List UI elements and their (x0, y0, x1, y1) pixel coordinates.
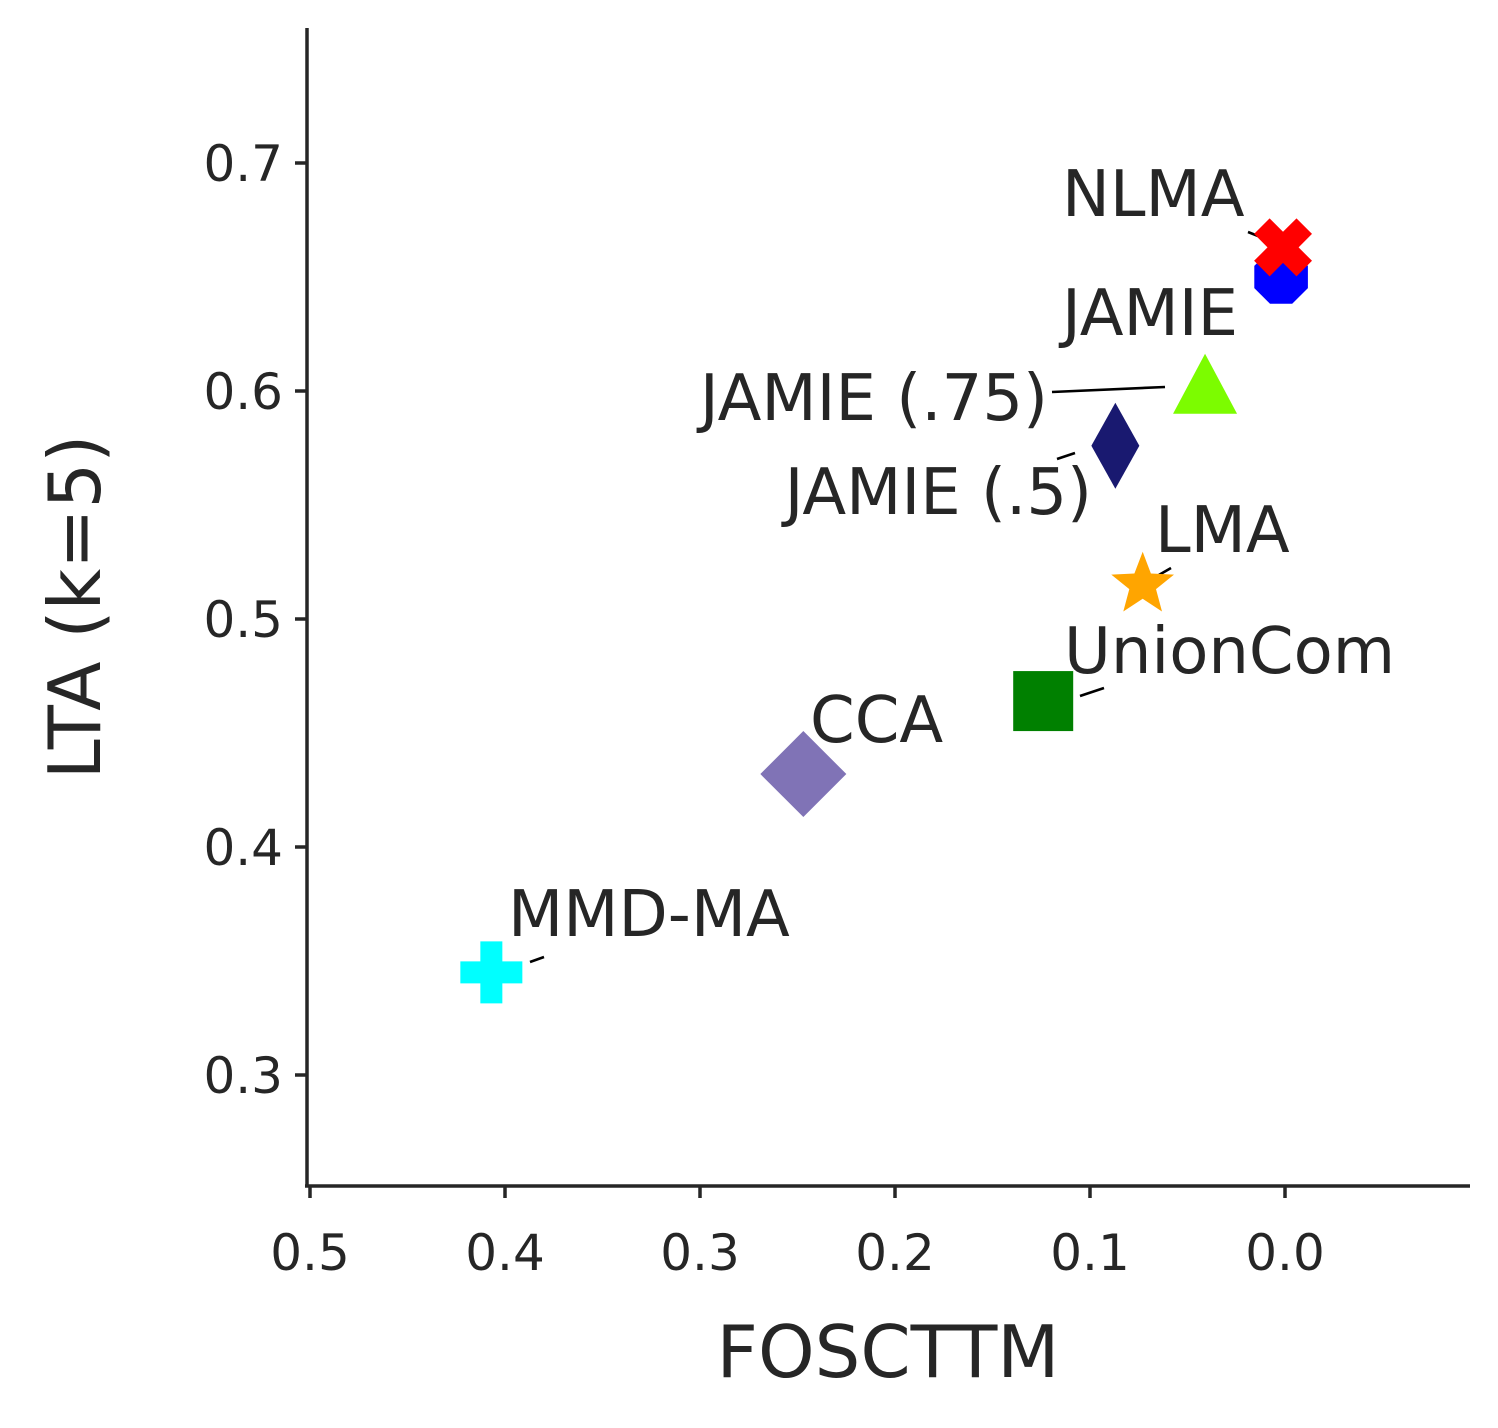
point-lma-label: LMA (1155, 494, 1290, 568)
point-nlma-marker (1254, 218, 1312, 277)
y-tick-label: 0.7 (203, 135, 283, 193)
y-ticks: 0.3 0.4 0.5 0.6 0.7 (203, 135, 307, 1105)
x-axis-label: FOSCTTM (717, 1310, 1060, 1394)
point-unioncom-marker (1013, 671, 1074, 732)
point-cca-marker (760, 731, 847, 818)
point-lma-marker (1111, 551, 1174, 612)
y-tick-label: 0.5 (203, 591, 283, 649)
y-tick-label: 0.4 (203, 819, 283, 877)
point-mmd-ma-marker (460, 941, 523, 1004)
point-jamie-75-marker (1173, 353, 1238, 414)
point-jamie-75-label: JAMIE (.75) (696, 362, 1048, 436)
data-points (460, 218, 1312, 1004)
point-jamie-5-label: JAMIE (.5) (781, 456, 1092, 530)
point-jamie-75-leader (1051, 385, 1166, 394)
x-tick-label: 0.3 (660, 1224, 740, 1282)
x-ticks: 0.5 0.4 0.3 0.2 0.1 0.0 (270, 1186, 1325, 1282)
point-jamie-label: JAMIE (1058, 277, 1238, 351)
x-tick-label: 0.4 (465, 1224, 545, 1282)
point-unioncom-label: UnionCom (1064, 615, 1395, 689)
point-unioncom-leader (1079, 686, 1105, 698)
point-jamie-5-marker (1091, 402, 1140, 489)
x-tick-label: 0.1 (1050, 1224, 1130, 1282)
x-tick-label: 0.2 (855, 1224, 935, 1282)
x-tick-label: 0.0 (1245, 1224, 1325, 1282)
y-tick-label: 0.6 (203, 363, 283, 421)
point-jamie-5-leader (1056, 451, 1076, 461)
x-tick-label: 0.5 (270, 1224, 350, 1282)
point-mmd-ma-label: MMD-MA (508, 878, 790, 952)
y-axis-label: LTA (k=5) (33, 435, 117, 780)
point-mmd-ma-leader (529, 955, 545, 964)
point-nlma-label: NLMA (1062, 158, 1245, 232)
axes (305, 28, 1470, 1188)
point-cca-label: CCA (810, 684, 943, 758)
y-tick-label: 0.3 (203, 1047, 283, 1105)
